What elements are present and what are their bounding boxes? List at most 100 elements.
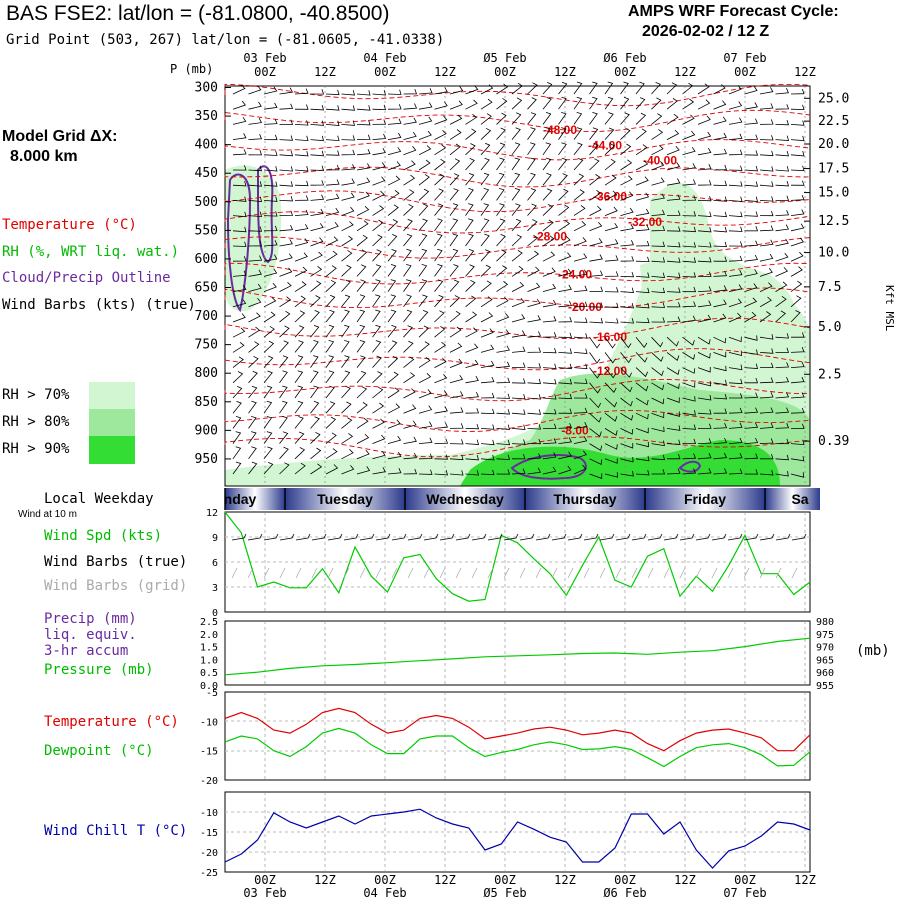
wind-barb [248, 134, 263, 140]
wind-barb [341, 235, 354, 247]
wind-barb [480, 233, 490, 247]
surface-wind-barb [231, 533, 247, 541]
wind-barb [403, 117, 417, 125]
wind-barb [372, 119, 387, 125]
wind-barb [511, 281, 525, 292]
wind-barb [263, 225, 278, 232]
top-date-label: 03 Feb [243, 51, 286, 65]
wind-barb [356, 309, 366, 323]
wind-barb [341, 250, 353, 262]
wind-barb [263, 326, 275, 338]
wind-barb [511, 468, 526, 475]
wind-barb [496, 297, 509, 308]
wind-barb [279, 296, 292, 308]
grid-wind-barb [647, 567, 654, 579]
grid-wind-barb [535, 567, 542, 579]
wind-barb [744, 86, 758, 95]
wind-barb [682, 195, 697, 201]
page-title: BAS FSE2: lat/lon = (-81.0800, -40.8500) [6, 2, 390, 25]
wind-barb [403, 388, 416, 399]
wind-barb [465, 327, 478, 338]
wind-barb [356, 90, 371, 96]
wind-barb [573, 436, 588, 444]
wind-barb [449, 470, 464, 476]
wind-barb [434, 469, 449, 476]
wind-barb [341, 294, 351, 308]
wind-barb [449, 423, 464, 429]
rh70-label: RH > 70% [2, 387, 70, 403]
wind-barb [682, 336, 695, 346]
y-tick-label: 0.5 [200, 668, 218, 679]
wind-barb [682, 424, 697, 430]
wind-barb [589, 428, 602, 437]
wind-barb [325, 324, 335, 338]
wind-barb [263, 462, 274, 475]
y-tick-label: -15 [200, 828, 218, 839]
grid-wind-barb [423, 567, 430, 579]
isotherm-line [224, 409, 811, 432]
wind-barb [496, 409, 511, 415]
wind-barb [527, 112, 537, 125]
wind-barb [697, 99, 711, 110]
wind-barb [635, 112, 647, 125]
wind-barb [387, 340, 398, 353]
wind-barb [356, 177, 371, 186]
wind-barb [232, 284, 247, 292]
wind-barb [759, 181, 774, 187]
wind-barb [697, 195, 712, 202]
wind-barb [356, 466, 371, 475]
y-tick-label: 0.0 [200, 681, 218, 692]
wind-barb [372, 324, 381, 338]
wind-barb [310, 280, 322, 292]
wind-barb [480, 127, 492, 140]
wind-barb [666, 226, 681, 232]
wind-barb [232, 299, 247, 308]
wind-barb [620, 318, 635, 324]
rh-legend: RH (%, WRT liq. wat.) [2, 244, 180, 260]
wind-barb [263, 355, 274, 368]
wind-barb [325, 150, 340, 156]
wind-barb [434, 188, 444, 201]
wind-barb [620, 302, 635, 309]
wind-barb [744, 297, 758, 308]
surface-wind-barb [487, 533, 503, 541]
wind-barb [620, 456, 634, 463]
wind-barb [356, 294, 366, 308]
wind-barb [294, 400, 304, 414]
wind-barb [356, 402, 368, 414]
wind-barb [589, 458, 603, 466]
weekday-label: Wednesday [426, 491, 504, 507]
wind-barb [713, 379, 727, 386]
wind-barb [325, 355, 335, 368]
wind-barb [263, 297, 277, 308]
wind-barb [682, 272, 697, 278]
wind-barb [697, 286, 712, 292]
wind-barb [496, 83, 509, 95]
wind-barb [372, 104, 387, 111]
y-tick-label: 0 [212, 608, 218, 619]
wind-barb [387, 264, 397, 277]
wind-barb [651, 469, 666, 475]
wind-barb [449, 279, 460, 292]
wind-barb [527, 282, 541, 292]
surface-wind-barb [727, 533, 743, 541]
wind-barb [449, 188, 459, 201]
height-tick-label: 7.5 [818, 280, 841, 295]
wind-barb [232, 386, 243, 399]
wind-barb [527, 142, 536, 156]
wind-barb [573, 348, 588, 354]
wind-barb [310, 180, 325, 186]
wind-barb [496, 112, 507, 125]
wind-barb [573, 317, 588, 323]
wind-barb [403, 131, 417, 140]
wind-barb [387, 468, 402, 475]
wind-barb [728, 149, 743, 156]
wind-barb [775, 166, 790, 172]
grid-wind-barb [759, 567, 766, 579]
wind-barb [589, 189, 602, 201]
wind-barb [744, 165, 759, 172]
wind-barb [775, 407, 790, 414]
wind-barb [263, 134, 278, 141]
isotherm-line [224, 287, 811, 309]
wind-barb [403, 279, 412, 292]
